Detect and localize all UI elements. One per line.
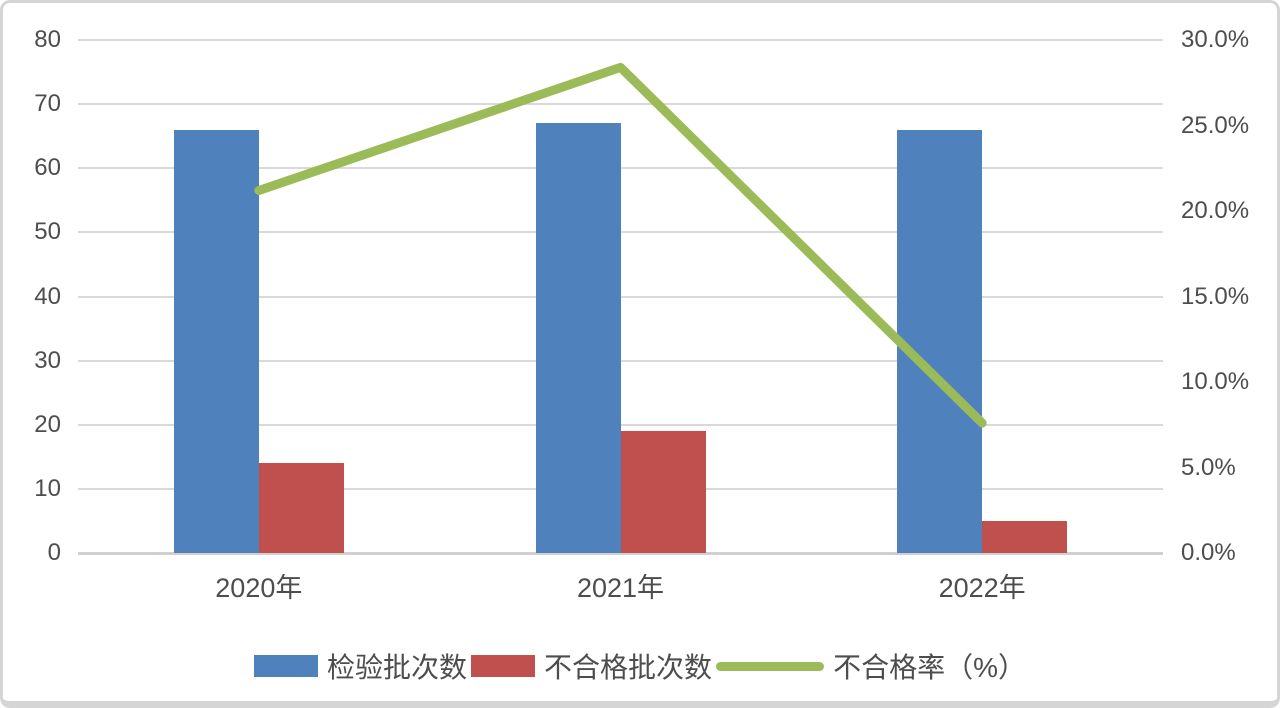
left-axis-tick-70: 70	[34, 90, 61, 118]
gridline	[78, 103, 1163, 106]
legend-label: 不合格批次数	[544, 652, 713, 683]
legend-bar-swatch-icon	[471, 655, 536, 677]
left-axis-tick-80: 80	[34, 26, 61, 53]
left-axis-tick-0: 0	[47, 539, 61, 566]
gridline	[78, 231, 1163, 234]
legend-line-swatch-icon	[716, 661, 825, 671]
legend-item-不合格批次数: 不合格批次数	[471, 646, 712, 686]
gridline	[78, 39, 1163, 41]
bar-series-1-2020年	[173, 129, 259, 553]
gridline	[78, 167, 1163, 170]
rate-line	[254, 62, 987, 428]
right-axis-tick-5.0%: 5.0%	[1181, 453, 1236, 481]
left-axis: 0 10 20 30 40 50 60 70 80	[3, 3, 61, 701]
legend-bar-swatch-icon	[254, 655, 319, 677]
left-axis-tick-20: 20	[34, 410, 61, 438]
legend-item-不合格率（%）: 不合格率（%）	[716, 646, 1026, 686]
right-axis-tick-25.0%: 25.0%	[1181, 111, 1250, 139]
legend: 检验批次数 不合格批次数 不合格率（%）	[3, 646, 1277, 686]
bar-series-2-2020年	[258, 463, 344, 553]
right-axis-tick-0.0%: 0.0%	[1181, 539, 1236, 566]
bar-series-2-2022年	[982, 520, 1068, 553]
left-axis-tick-50: 50	[34, 218, 61, 246]
right-axis: 0.0% 5.0% 10.0% 15.0% 20.0% 25.0% 30.0%	[1181, 3, 1280, 701]
gridline	[78, 359, 1163, 362]
bar-series-2-2021年	[620, 431, 706, 553]
gridline	[78, 295, 1163, 298]
right-axis-tick-10.0%: 10.0%	[1181, 368, 1250, 395]
left-axis-tick-60: 60	[34, 154, 61, 182]
legend-label: 不合格率（%）	[833, 652, 1026, 683]
right-axis-tick-20.0%: 20.0%	[1181, 197, 1250, 224]
right-axis-tick-30.0%: 30.0%	[1181, 26, 1250, 53]
category-label-2020年: 2020年	[215, 573, 303, 603]
left-axis-tick-10: 10	[34, 474, 61, 502]
rate-line-layer	[254, 62, 987, 428]
right-axis-tick-15.0%: 15.0%	[1181, 282, 1250, 310]
legend-item-检验批次数: 检验批次数	[254, 646, 467, 686]
category-label-2022年: 2022年	[938, 573, 1026, 603]
bar-series-1-2022年	[897, 129, 983, 553]
gridline	[78, 423, 1163, 426]
bar-series-1-2021年	[535, 123, 621, 553]
x-axis-line	[78, 552, 1163, 555]
category-axis: 2020年 2021年 2022年	[3, 3, 1277, 701]
legend-label: 检验批次数	[327, 652, 468, 683]
plot-area	[78, 39, 1163, 555]
left-axis-tick-40: 40	[34, 282, 61, 310]
left-axis-tick-30: 30	[34, 346, 61, 374]
category-label-2021年: 2021年	[576, 573, 665, 603]
